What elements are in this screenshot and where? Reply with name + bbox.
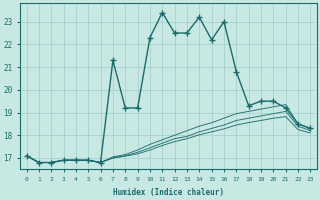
- X-axis label: Humidex (Indice chaleur): Humidex (Indice chaleur): [113, 188, 224, 197]
